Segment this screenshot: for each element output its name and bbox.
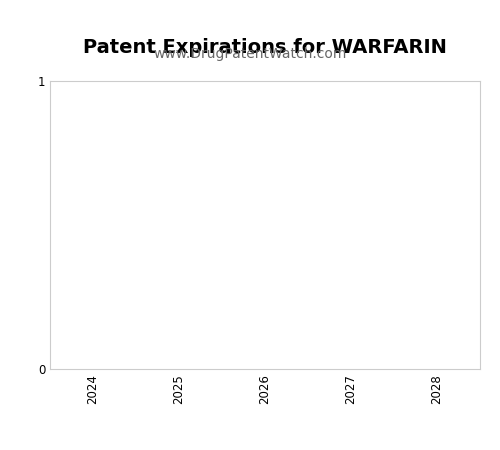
Text: www.DrugPatentWatch.com: www.DrugPatentWatch.com [154, 47, 346, 61]
Title: Patent Expirations for WARFARIN: Patent Expirations for WARFARIN [83, 38, 447, 57]
